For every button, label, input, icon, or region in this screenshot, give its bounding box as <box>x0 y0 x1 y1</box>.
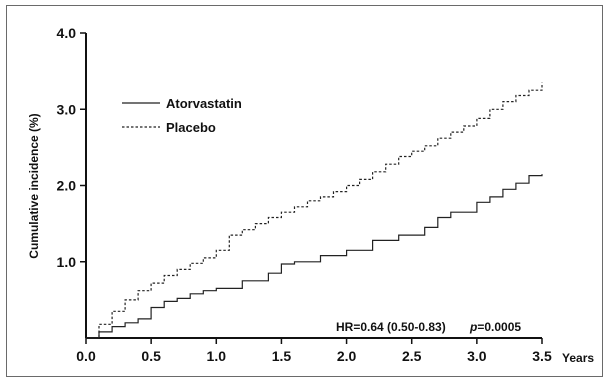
x-tick-label-6: 3.0 <box>467 348 487 364</box>
x-axis-title: Years <box>562 351 594 365</box>
y-tick-label-0: 1.0 <box>57 254 77 270</box>
p-value-number: =0.0005 <box>477 320 521 334</box>
chart-frame <box>6 5 603 377</box>
hazard-ratio-annotation: HR=0.64 (0.50-0.83) <box>336 320 446 334</box>
series-line-placebo <box>86 82 543 339</box>
x-tick-label-4: 2.0 <box>337 348 357 364</box>
axis-ticks <box>80 32 543 344</box>
y-tick-label-3: 4.0 <box>57 25 77 41</box>
y-axis-title: Cumulative incidence (%) <box>27 113 41 258</box>
x-tick-label-3: 1.5 <box>272 348 292 364</box>
p-value-annotation: p=0.0005 <box>469 320 521 334</box>
legend: Atorvastatin Placebo <box>122 96 242 135</box>
x-tick-label-2: 1.0 <box>207 348 227 364</box>
y-tick-label-2: 3.0 <box>57 101 77 117</box>
x-tick-label-7: 3.5 <box>532 348 552 364</box>
series-line-atorvastatin <box>86 174 543 339</box>
x-tick-label-5: 2.5 <box>402 348 422 364</box>
legend-label-placebo: Placebo <box>166 120 216 135</box>
p-value-symbol: p <box>469 320 477 334</box>
y-tick-label-1: 2.0 <box>57 178 77 194</box>
series-layer <box>86 82 543 339</box>
axis-tick-labels: 0.0 0.5 1.0 1.5 2.0 2.5 3.0 3.5 1.0 2.0 3.0 4.0 <box>57 25 552 364</box>
x-tick-label-1: 0.5 <box>141 348 161 364</box>
x-tick-label-0: 0.0 <box>76 348 96 364</box>
legend-label-atorvastatin: Atorvastatin <box>166 96 242 111</box>
